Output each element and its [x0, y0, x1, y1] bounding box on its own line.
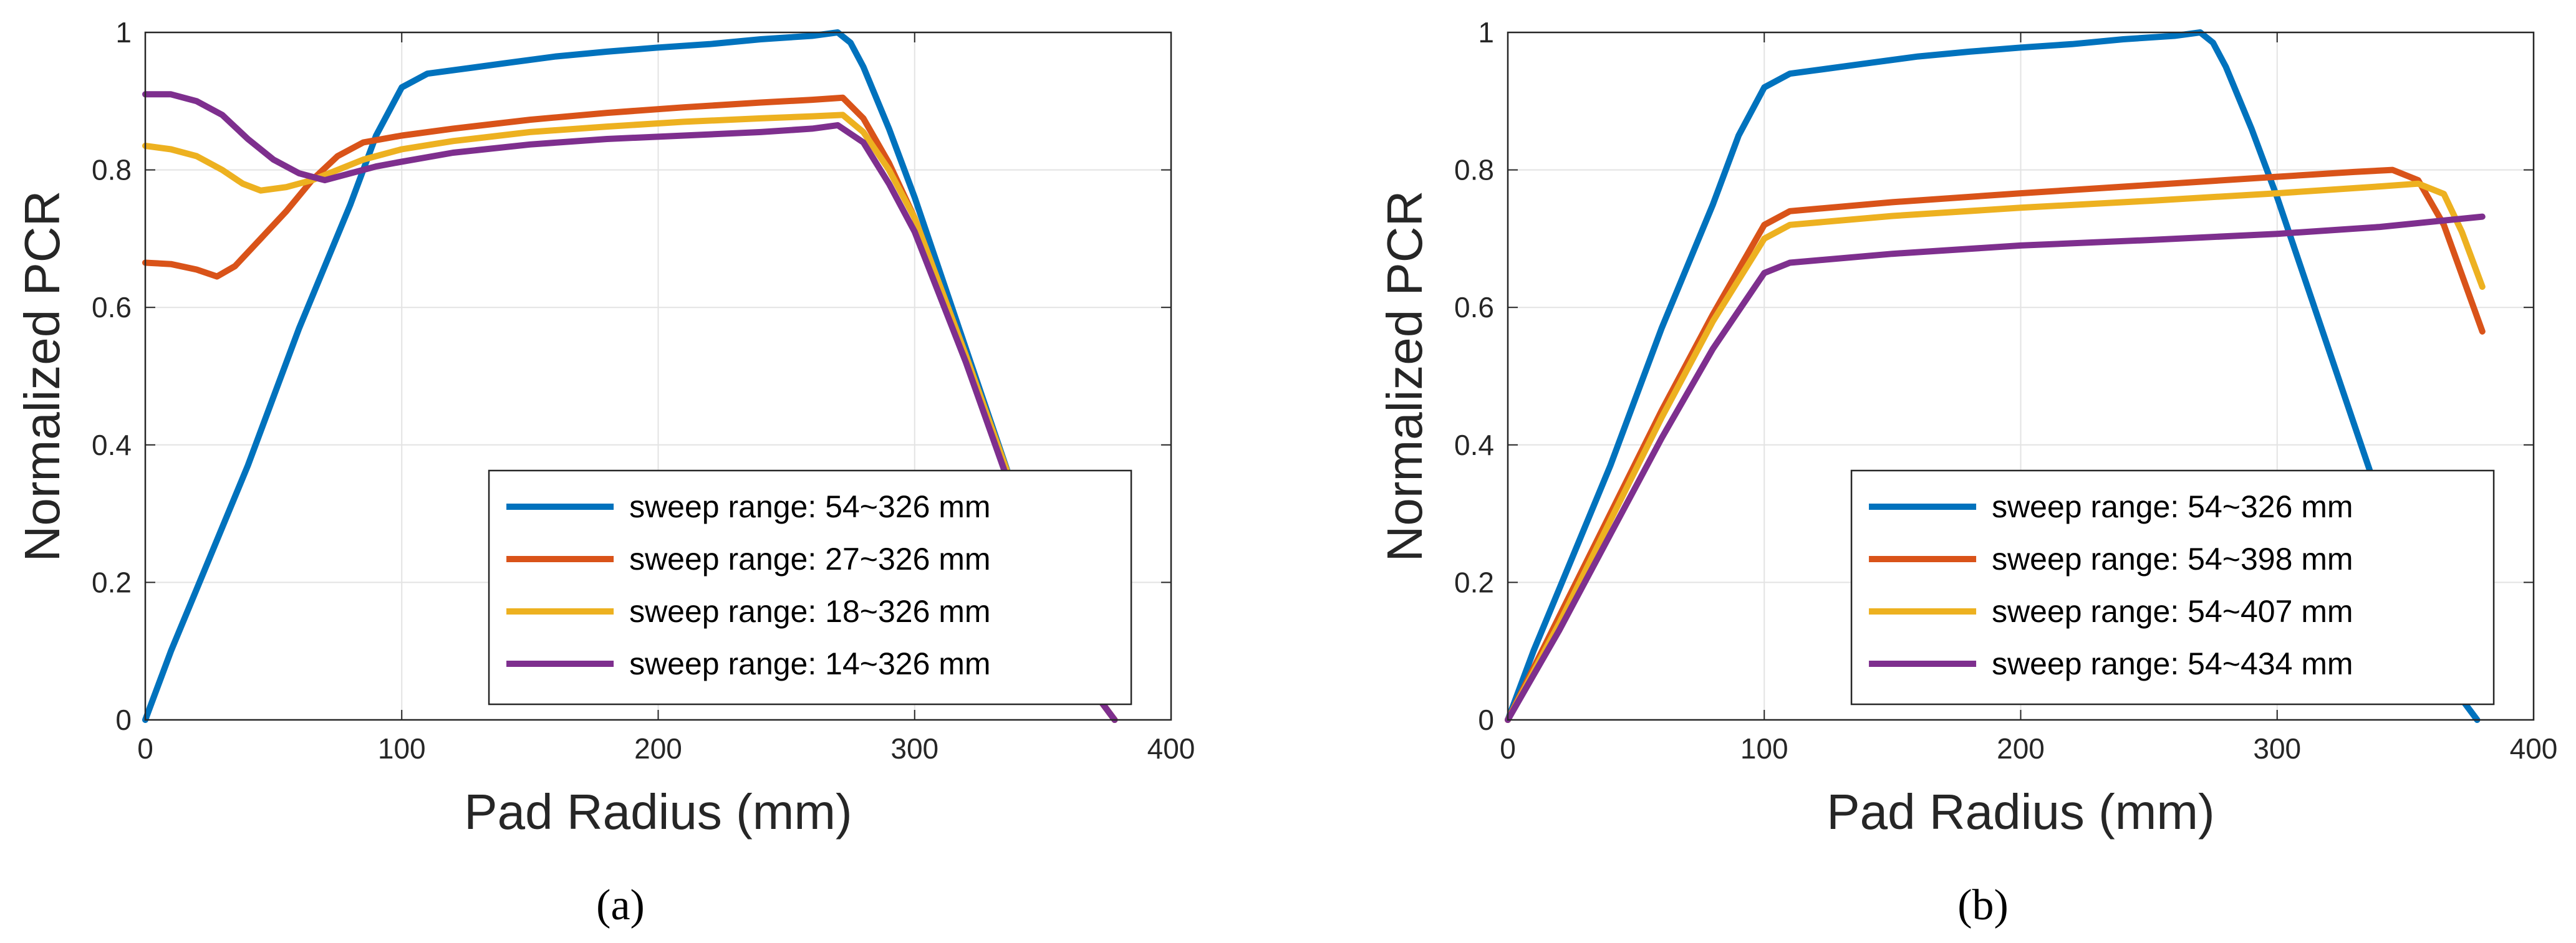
- x-tick-label: 300: [2253, 732, 2301, 765]
- y-tick-label: 0.6: [92, 291, 132, 323]
- legend-label-2: sweep range: 54~398 mm: [1992, 542, 2353, 577]
- legend-label-1: sweep range: 54~326 mm: [1992, 489, 2353, 524]
- chart-panel-a: 0 100 200 300 400 0 0.2 0.4 0.6 0.8 1 Pad Radius (m…: [14, 16, 1195, 929]
- chart-panel-b: 0 100 200 300 400 0 0.2 0.4 0.6 0.8 1 Pad Radius (m…: [1377, 16, 2557, 929]
- y-tick-label: 0.2: [92, 566, 132, 598]
- x-axis-label: Pad Radius (mm): [464, 784, 852, 840]
- series-line-4: [142, 91, 1118, 723]
- x-tick-label: 200: [634, 732, 682, 765]
- x-tick-label: 100: [378, 732, 426, 765]
- x-tick-label: 0: [137, 732, 153, 765]
- y-tick-label: 0.8: [92, 154, 132, 186]
- series-line-1: [1505, 29, 2481, 723]
- y-axis-label: Normalized PCR: [14, 191, 70, 562]
- y-tick-label: 1: [1478, 16, 1494, 49]
- x-tick-label: 100: [1740, 732, 1788, 765]
- axes-box: [1507, 31, 2535, 721]
- legend-label-3: sweep range: 54~407 mm: [1992, 594, 2353, 629]
- x-tick-label: 400: [2510, 732, 2558, 765]
- y-tick-label: 1: [115, 16, 132, 49]
- y-tick-label: 0.2: [1454, 566, 1494, 598]
- series-line-1: [142, 29, 1118, 723]
- axes-box: [144, 31, 1172, 721]
- y-tick-label: 0.8: [1454, 154, 1494, 186]
- x-tick-label: 0: [1500, 732, 1516, 765]
- series-line-3: [1505, 180, 2486, 723]
- legend-label-1: sweep range: 54~326 mm: [629, 489, 991, 524]
- y-tick-label: 0.6: [1454, 291, 1494, 323]
- series-line-4: [1505, 213, 2486, 723]
- x-axis-label: Pad Radius (mm): [1826, 784, 2214, 840]
- x-tick-label: 400: [1147, 732, 1195, 765]
- legend-label-2: sweep range: 27~326 mm: [629, 542, 991, 577]
- panel-label: (b): [1957, 881, 2009, 929]
- y-tick-label: 0: [1478, 704, 1494, 736]
- y-tick-label: 0.4: [1454, 429, 1494, 461]
- y-axis-label: Normalized PCR: [1377, 191, 1432, 562]
- legend-label-4: sweep range: 54~434 mm: [1992, 646, 2353, 681]
- y-tick-label: 0: [115, 704, 132, 736]
- x-tick-label: 200: [1997, 732, 2045, 765]
- y-tick-label: 0.4: [92, 429, 132, 461]
- legend-label-4: sweep range: 14~326 mm: [629, 646, 991, 681]
- legend-label-3: sweep range: 18~326 mm: [629, 594, 991, 629]
- x-tick-label: 300: [890, 732, 938, 765]
- panel-label: (a): [596, 881, 645, 929]
